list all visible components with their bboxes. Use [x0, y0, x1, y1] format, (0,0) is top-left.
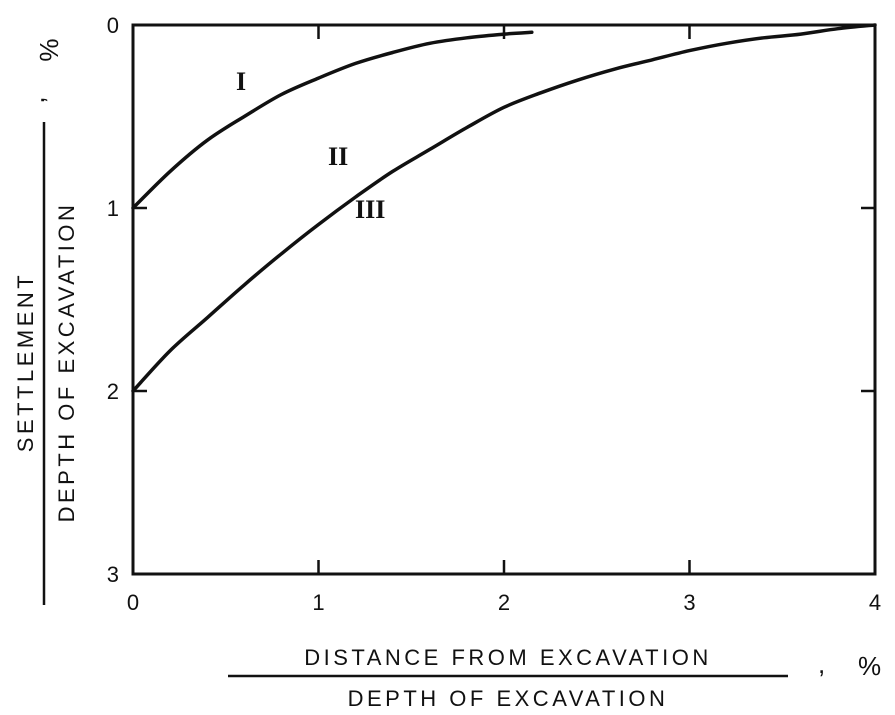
- y-tick-label: 1: [107, 196, 119, 221]
- y-tick-label: 3: [107, 562, 119, 587]
- curve-label-III: III: [355, 195, 385, 224]
- x-axis-title-denominator: DEPTH OF EXCAVATION: [348, 686, 669, 711]
- curve-label-II: II: [328, 142, 348, 171]
- x-tick-label: 2: [498, 590, 510, 615]
- x-axis-title: DISTANCE FROM EXCAVATION DEPTH OF EXCAVA…: [228, 645, 881, 711]
- y-axis-title-separator: ,: [20, 96, 50, 103]
- series-line-2: [131, 23, 877, 393]
- y-axis-title: SETTLEMENT DEPTH OF EXCAVATION , %: [13, 38, 79, 605]
- x-axis-title-separator: ,: [818, 649, 825, 679]
- x-tick-label: 1: [312, 590, 324, 615]
- y-axis-title-denominator: DEPTH OF EXCAVATION: [54, 202, 79, 523]
- axes: 0 1 2 3 4 0 1 2 3: [107, 13, 881, 615]
- y-tick-label: 2: [107, 379, 119, 404]
- x-tick-label: 3: [683, 590, 695, 615]
- x-axis-title-unit: %: [858, 651, 881, 681]
- curves: [131, 23, 877, 393]
- y-axis-title-numerator: SETTLEMENT: [13, 272, 38, 452]
- y-axis-title-unit: %: [34, 38, 64, 61]
- x-tick-label: 0: [127, 590, 139, 615]
- curve-label-I: I: [236, 67, 246, 96]
- curve-labels: I II III: [236, 67, 385, 224]
- y-tick-label: 0: [107, 13, 119, 38]
- series-line-1: [131, 30, 534, 210]
- x-tick-label: 4: [869, 590, 881, 615]
- x-axis-title-numerator: DISTANCE FROM EXCAVATION: [304, 645, 712, 670]
